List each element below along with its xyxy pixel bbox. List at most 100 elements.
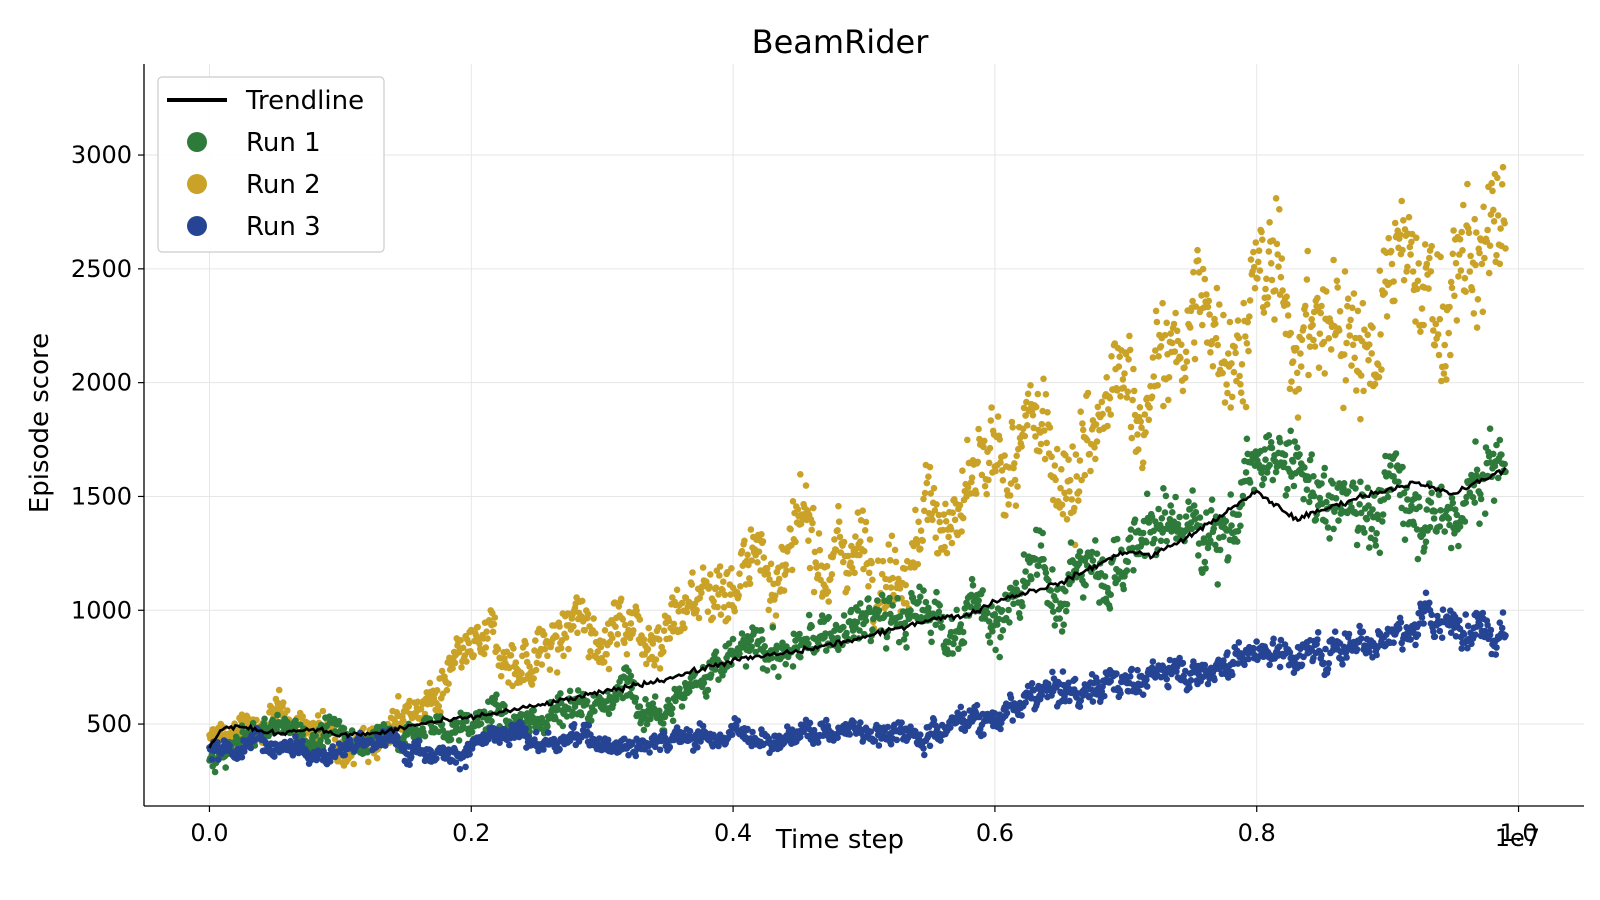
data-point [699, 722, 707, 730]
data-point [1277, 636, 1285, 644]
data-point [1441, 341, 1448, 349]
data-point [868, 559, 875, 567]
data-point [1437, 253, 1444, 261]
data-point [1272, 468, 1280, 476]
data-point [1049, 566, 1056, 573]
data-point [887, 610, 894, 618]
data-point [867, 728, 875, 735]
data-point [1492, 651, 1499, 658]
data-point [933, 501, 940, 508]
x-tick-label: 0.0 [190, 819, 228, 847]
data-point [566, 737, 574, 744]
data-point [933, 588, 940, 596]
data-point [1351, 354, 1358, 362]
data-point [275, 686, 283, 694]
data-point [1459, 247, 1466, 254]
data-point [1053, 445, 1061, 453]
data-point [1416, 503, 1423, 511]
data-point [808, 526, 815, 534]
data-point [959, 467, 966, 475]
data-point [669, 717, 677, 725]
data-point [738, 547, 746, 555]
data-point [1173, 327, 1181, 335]
data-point [1306, 498, 1313, 506]
data-point [1443, 376, 1450, 383]
data-point [1357, 415, 1364, 423]
data-point [1474, 296, 1482, 303]
data-point [1258, 228, 1265, 236]
data-point [335, 717, 343, 725]
data-point [1203, 291, 1210, 298]
data-point [1182, 667, 1189, 675]
data-point [806, 564, 814, 572]
data-point [1442, 363, 1449, 370]
data-point [1430, 327, 1437, 334]
data-point [1434, 612, 1441, 620]
data-point [1465, 229, 1473, 237]
data-point [797, 733, 804, 741]
data-point [1296, 451, 1303, 458]
data-point [930, 716, 938, 724]
data-point [1314, 636, 1321, 643]
data-point [980, 731, 987, 738]
data-point [507, 652, 515, 659]
data-point [1092, 421, 1100, 428]
data-point [574, 687, 582, 694]
data-point [1278, 255, 1286, 262]
data-point [1297, 363, 1305, 370]
data-point [1126, 534, 1134, 541]
data-point [360, 724, 367, 732]
data-point [1006, 619, 1013, 626]
data-point [1037, 542, 1045, 549]
data-point [915, 518, 922, 526]
data-point [1237, 381, 1244, 388]
data-point [1028, 680, 1036, 687]
data-point [949, 509, 956, 516]
data-point [1107, 677, 1114, 685]
data-point [1157, 537, 1165, 545]
data-point [931, 507, 939, 514]
legend-label-run-2: Run 2 [246, 170, 321, 200]
data-point [546, 666, 554, 673]
data-point [570, 721, 578, 728]
data-point [1067, 539, 1075, 546]
data-point [1323, 498, 1330, 506]
data-point [1265, 432, 1273, 439]
data-point [728, 565, 735, 572]
data-point [731, 607, 738, 615]
data-point [861, 547, 868, 555]
data-point [1322, 645, 1329, 653]
data-point [600, 658, 608, 666]
data-point [1103, 374, 1110, 381]
data-point [948, 539, 956, 547]
x-tick-label: 0.4 [714, 819, 752, 847]
data-point [1405, 213, 1413, 221]
y-axis-label: Episode score [25, 333, 55, 513]
data-point [463, 658, 470, 665]
data-point [1420, 321, 1427, 329]
data-point [1169, 339, 1176, 347]
data-point [1165, 374, 1173, 381]
data-point [763, 565, 771, 572]
data-point [630, 627, 637, 634]
data-point [914, 560, 922, 568]
data-point [1205, 297, 1213, 305]
data-point [487, 732, 495, 740]
data-point [1493, 251, 1500, 259]
data-point [1101, 573, 1109, 580]
data-point [1021, 432, 1029, 440]
data-point [1384, 493, 1392, 501]
data-point [1190, 339, 1198, 346]
data-point [902, 630, 909, 638]
data-point [466, 750, 473, 758]
data-point [261, 715, 268, 723]
chart-title: BeamRider [752, 23, 930, 61]
data-point [1173, 535, 1180, 542]
data-point [1417, 328, 1424, 336]
data-point [1287, 329, 1294, 337]
data-point [1123, 394, 1131, 401]
data-point [1451, 506, 1459, 513]
data-point [928, 638, 935, 646]
data-point [1005, 606, 1012, 614]
data-point [945, 533, 952, 541]
